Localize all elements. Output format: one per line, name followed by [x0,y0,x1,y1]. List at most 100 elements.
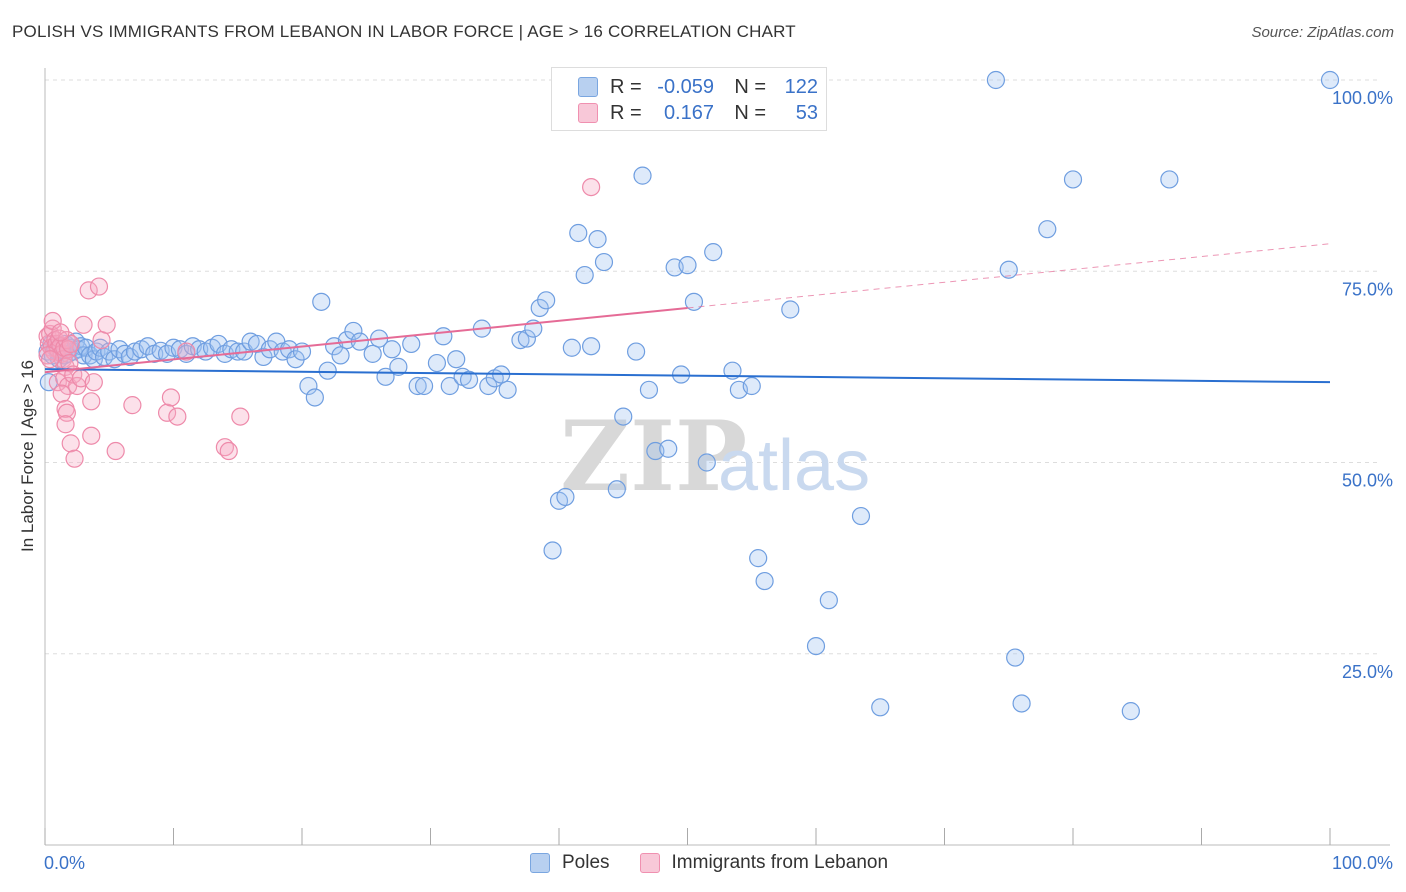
point-poles [614,407,633,426]
legend-item-lebanon[interactable]: Immigrants from Lebanon [639,852,889,874]
point-poles [819,591,838,610]
point-poles [755,571,774,591]
legend-n-label: N = [734,101,766,124]
trend-line-lebanon [44,306,688,374]
point-poles [697,453,716,472]
point-poles [871,698,890,717]
point-poles [742,376,761,396]
point-poles [91,338,110,357]
point-poles [851,506,871,526]
legend-swatch-poles [530,853,550,873]
trend-lines [44,243,1331,384]
point-lebanon [168,407,187,426]
x-tick-label-end: 100.0% [1332,853,1393,873]
point-lebanon [52,384,71,403]
correlation-legend: R = -0.059 N = 122 R = 0.167 N = 53 [551,67,827,131]
point-poles [305,388,324,407]
point-poles [1063,170,1083,189]
point-lebanon [231,407,250,426]
point-poles [671,365,691,384]
point-lebanon [82,426,101,445]
point-poles [1038,220,1057,239]
point-poles [382,340,402,359]
point-poles [299,376,318,396]
point-poles [704,243,723,262]
point-lebanon [161,388,181,407]
legend-label-lebanon: Immigrants from Lebanon [671,852,889,873]
point-poles [389,357,408,376]
axes [44,68,1390,846]
legend-r-value: 0.167 [663,101,714,124]
data-points [38,70,1340,721]
point-poles [575,265,594,285]
point-lebanon [41,350,60,369]
point-poles [440,376,459,396]
point-poles [723,361,742,380]
point-poles [781,300,800,319]
point-poles [639,380,659,399]
y-tick-label: 75.0% [1342,279,1393,299]
legend-r-label: R = [610,75,642,98]
point-lebanon [92,331,111,350]
point-poles [427,353,447,373]
point-lebanon [61,434,80,453]
point-poles [678,256,697,275]
legend-r-label: R = [610,101,642,124]
point-lebanon [84,373,103,392]
legend-item-poles[interactable]: Poles [530,852,610,874]
point-poles [594,252,614,272]
point-lebanon [219,441,238,461]
point-poles [331,346,350,365]
point-poles [806,636,826,656]
legend-swatch-lebanon [578,103,598,123]
point-poles [517,329,536,348]
legend-r-value: -0.059 [657,75,714,98]
point-poles [459,370,479,389]
point-poles [1006,648,1025,667]
point-poles [1320,70,1340,90]
point-poles [607,480,626,499]
point-lebanon [65,449,84,468]
point-poles [318,361,337,380]
point-poles [447,350,466,369]
chart-title: POLISH VS IMMIGRANTS FROM LEBANON IN LAB… [12,22,796,41]
legend-swatch-poles [578,77,598,97]
point-lebanon [79,281,98,300]
point-poles [344,321,363,341]
point-lebanon [97,315,116,334]
y-tick-label: 100.0% [1332,88,1393,108]
point-poles [999,260,1018,279]
legend-n-label: N = [734,75,766,98]
point-poles [434,327,453,346]
point-poles [543,541,562,560]
y-tick-label: 25.0% [1342,662,1393,682]
point-lebanon [82,392,101,411]
point-lebanon [89,277,109,296]
legend-label-poles: Poles [562,852,610,873]
watermark-zip: ZIP [560,400,747,513]
point-poles [562,338,581,357]
legend-row-poles: R = -0.059 N = 122 [578,75,818,99]
point-lebanon [106,441,125,461]
tick-labels: 25.0% 50.0% 75.0% 100.0% 0.0% 100.0% [44,88,1393,873]
point-lebanon [157,403,177,422]
point-poles [1012,694,1031,713]
point-poles [684,292,704,311]
trend-line-poles [44,368,1331,384]
y-tick-label: 50.0% [1342,471,1393,491]
point-lebanon [123,396,142,415]
point-lebanon [61,334,80,354]
point-poles [659,439,678,458]
point-poles [749,549,768,568]
point-poles [1160,170,1179,189]
point-poles [626,342,646,361]
point-lebanon [177,342,196,361]
point-poles [537,291,556,310]
point-poles [633,166,652,185]
point-poles [312,292,331,311]
point-poles [498,380,517,399]
legend-row-lebanon: R = 0.167 N = 53 [578,101,818,125]
legend-n-value: 53 [795,101,818,124]
series-legend: Poles Immigrants from Lebanon [530,852,918,874]
